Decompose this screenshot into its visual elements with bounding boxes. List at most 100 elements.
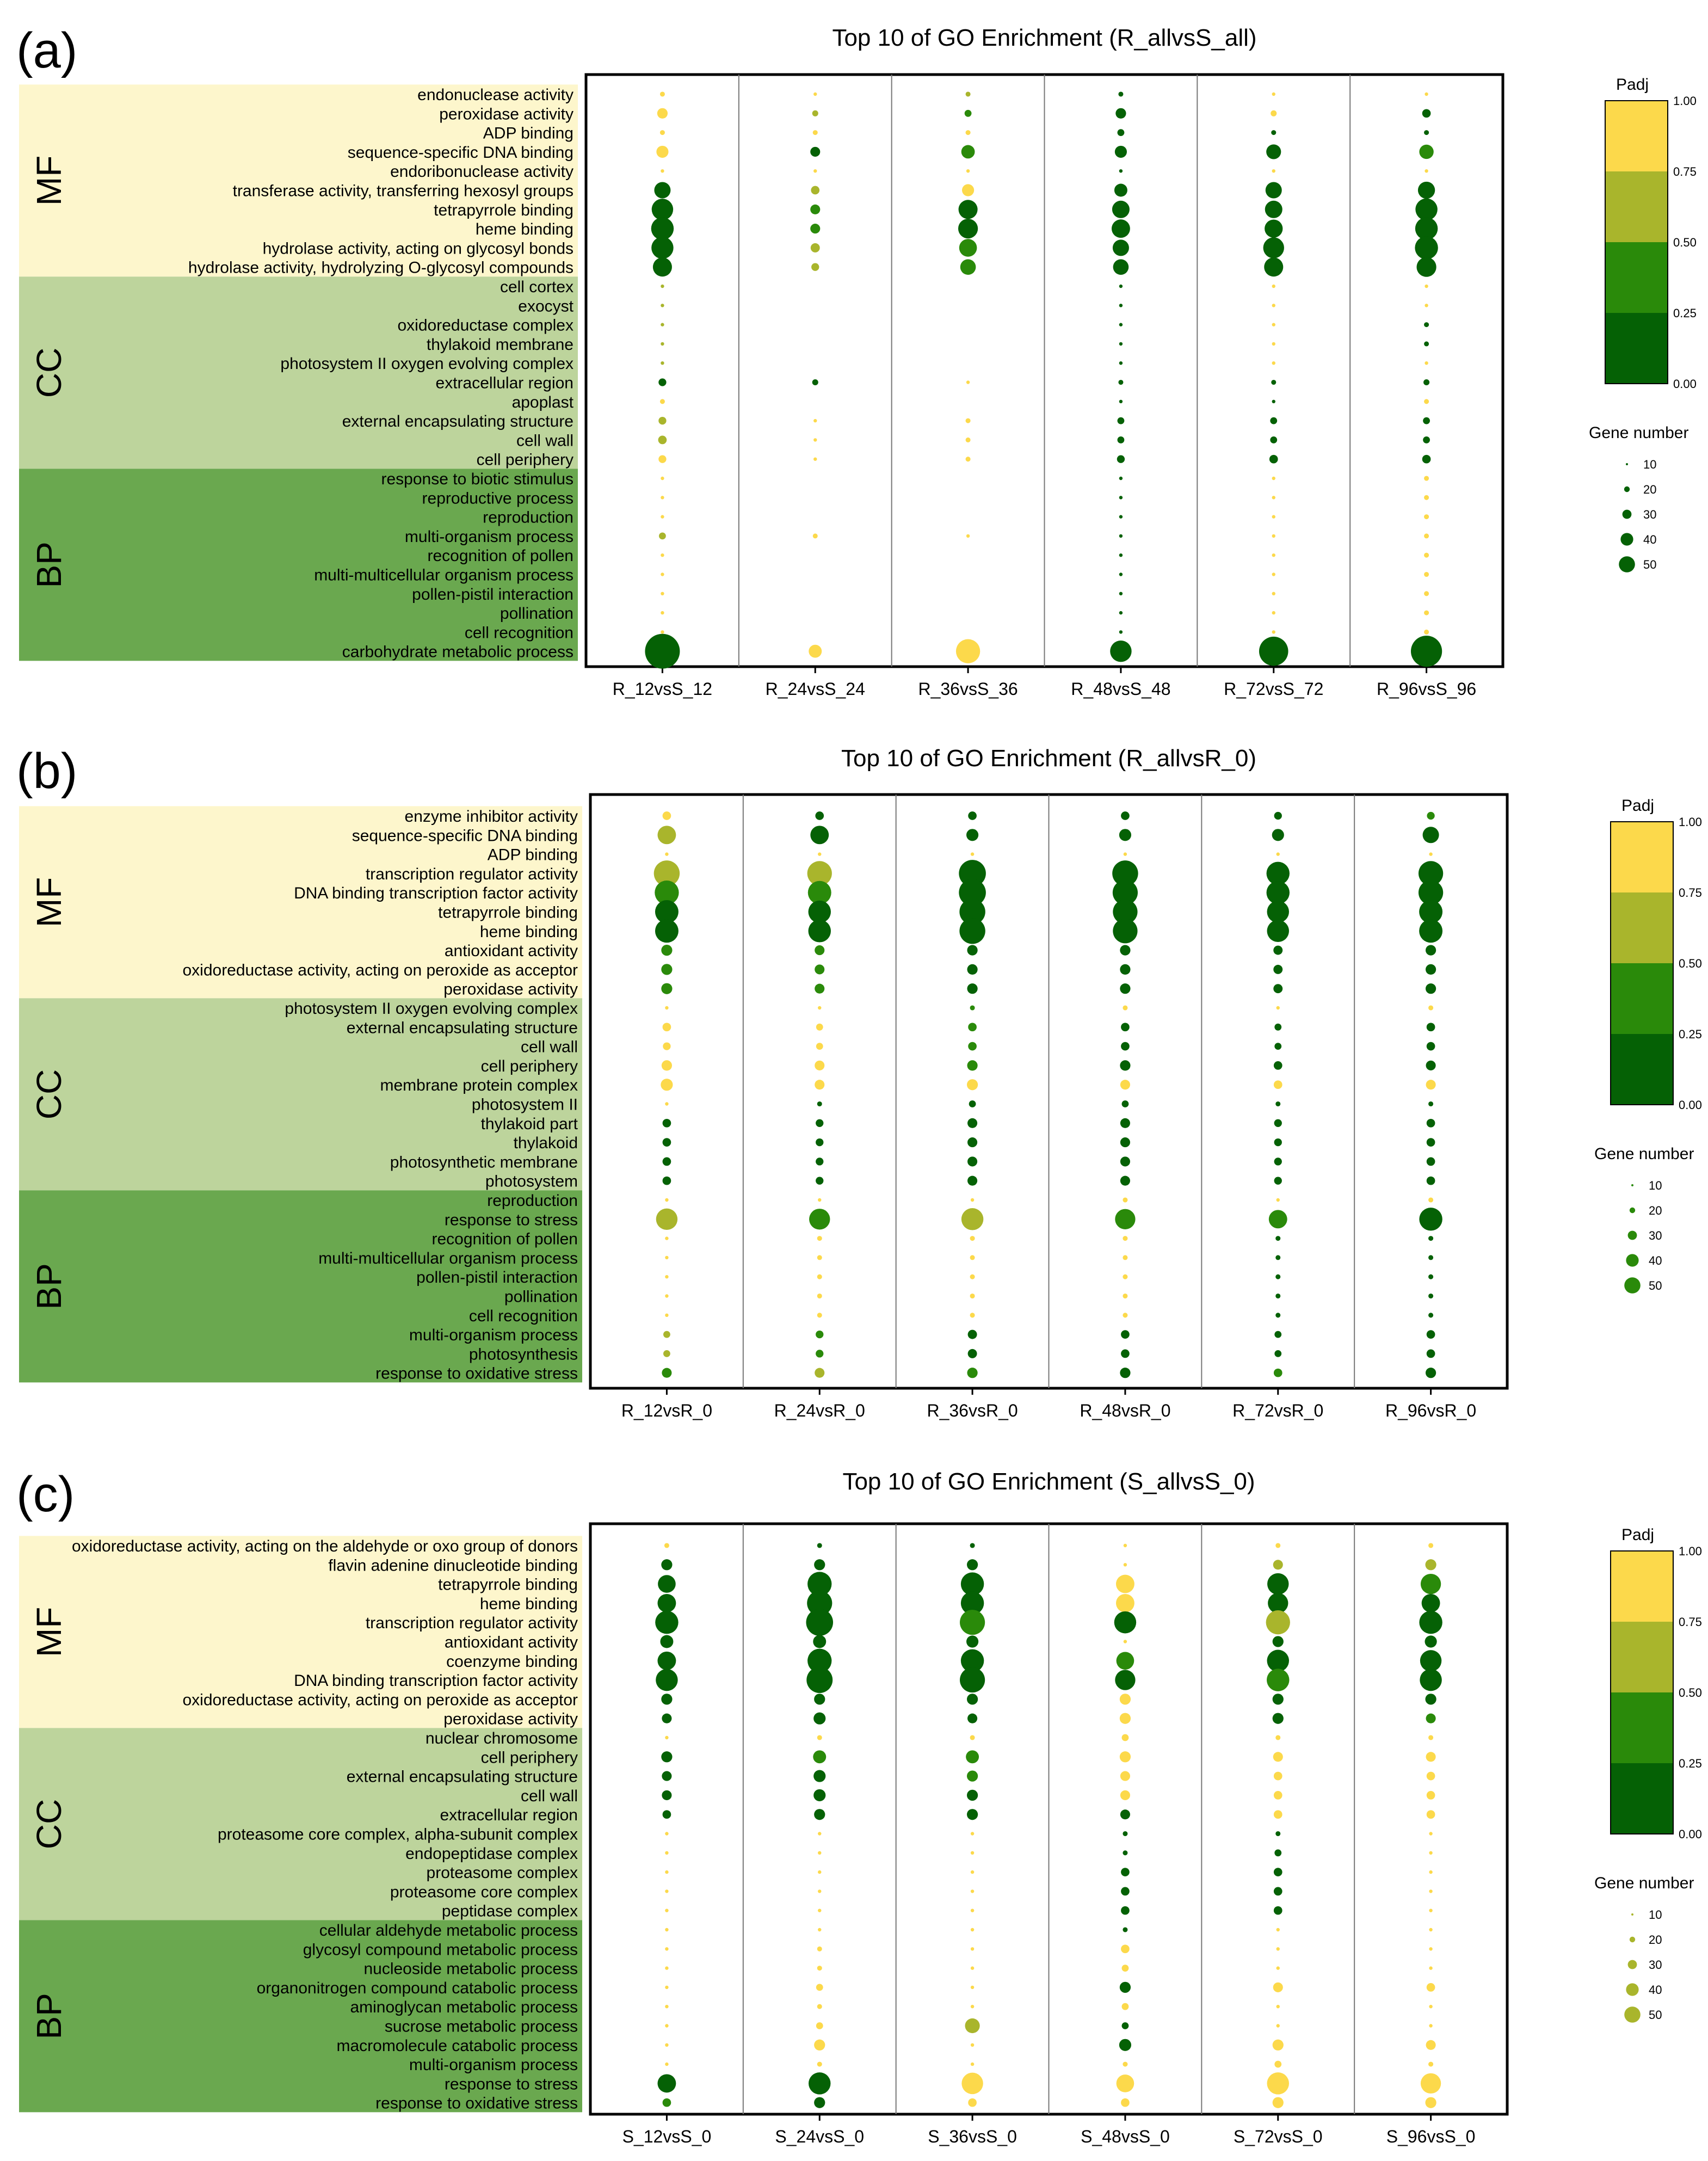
gene-size-label: 50 [1649,1279,1662,1292]
enrichment-dot [1429,2024,1433,2028]
enrichment-dot [1267,901,1289,923]
x-tick-label: R_12vsR_0 [621,1401,712,1420]
enrichment-dot [1119,284,1123,288]
gene-size-dot [1626,1254,1639,1267]
enrichment-dot [1266,881,1290,904]
enrichment-dot [815,1080,825,1090]
gene-size-dot [1626,1983,1639,1996]
enrichment-dot [1424,610,1429,615]
enrichment-dot [1114,145,1127,158]
enrichment-dot [1113,259,1129,275]
enrichment-dot [658,455,667,463]
enrichment-dot [1422,827,1439,844]
enrichment-dot [818,1928,822,1932]
enrichment-dot [665,1966,669,1970]
enrichment-dot [1123,1236,1128,1241]
term-label: glycosyl compound metabolic process [303,1941,578,1959]
enrichment-dot [1117,129,1125,137]
term-label: peroxidase activity [443,1710,578,1728]
term-label: cellular aldehyde metabolic process [319,1922,578,1940]
padj-color-segment [1611,892,1673,963]
term-label: cell recognition [469,1307,578,1325]
enrichment-dot [1272,2097,1284,2108]
enrichment-dot [661,169,664,173]
enrichment-dot [651,199,674,220]
enrichment-dot [813,457,817,461]
enrichment-dot [816,1043,823,1050]
enrichment-dot [817,1313,822,1318]
enrichment-dot [1121,1868,1130,1876]
term-label: response to oxidative stress [375,2095,578,2113]
enrichment-dot [1420,2073,1441,2094]
enrichment-dot [812,110,818,116]
enrichment-dot [965,418,971,423]
enrichment-dot [1267,1573,1289,1595]
term-label: tetrapyrrole binding [438,1576,578,1594]
padj-color-segment [1611,1763,1673,1834]
enrichment-dot [662,1176,671,1185]
term-label: coenzyme binding [446,1653,578,1671]
term-label: oxidoreductase activity, acting on the a… [72,1537,578,1555]
enrichment-dot [1272,611,1275,615]
enrichment-dot [652,257,672,277]
padj-color-segment [1605,171,1668,242]
term-label: thylakoid part [481,1115,578,1133]
term-label: cell periphery [477,451,574,469]
term-label: cell wall [516,432,574,450]
enrichment-dot [813,169,817,173]
enrichment-dot [807,861,832,886]
enrichment-dot [1415,217,1438,240]
enrichment-dot [1426,1157,1435,1166]
term-label: nucleoside metabolic process [363,1960,578,1978]
term-label: external encapsulating structure [342,413,574,430]
enrichment-dot [1423,436,1430,444]
enrichment-dot [1263,237,1284,258]
enrichment-dot [1275,1735,1281,1740]
enrichment-dot [1119,1981,1131,1993]
enrichment-dot [657,826,676,845]
enrichment-dot [968,1042,977,1051]
enrichment-dot [1424,571,1429,577]
enrichment-dot [1113,919,1138,944]
padj-colorbar-frame [1610,821,1674,1105]
enrichment-dot [960,259,976,275]
x-tick-label: S_48vsS_0 [1081,2127,1170,2146]
enrichment-dot [1259,636,1288,666]
enrichment-dot [807,1572,832,1596]
enrichment-dot [964,109,972,117]
enrichment-dot [665,2062,669,2066]
term-label: tetrapyrrole binding [434,201,574,219]
panel-label: (c) [16,1467,75,1522]
enrichment-dot [1123,1927,1128,1932]
term-label: heme binding [480,1595,578,1613]
enrichment-dot [1272,2039,1284,2051]
enrichment-dot [959,239,977,257]
term-label: external encapsulating structure [347,1768,578,1786]
term-label: peptidase complex [442,1903,578,1920]
enrichment-dot [960,1591,984,1615]
enrichment-dot [665,1255,669,1260]
enrichment-dot [1272,592,1275,596]
category-band-cc [19,1728,582,1920]
enrichment-dot [1429,1832,1433,1836]
enrichment-dot [1267,1669,1290,1691]
enrichment-dot [959,898,985,925]
enrichment-dot [968,2098,977,2107]
enrichment-dot [966,1559,978,1571]
enrichment-dot [661,1079,673,1091]
enrichment-dot [814,1809,825,1820]
padj-tick-label: 0.50 [1679,1686,1702,1700]
enrichment-dot [1428,2061,1434,2067]
enrichment-dot [1112,239,1129,256]
gene-size-label: 40 [1643,533,1656,546]
enrichment-dot [816,1984,823,1991]
enrichment-dot [1123,1255,1128,1260]
enrichment-dot [1276,1006,1280,1010]
x-tick-label: R_72vsS_72 [1224,679,1323,699]
enrichment-dot [960,1649,984,1673]
gene-size-label: 40 [1649,1983,1662,1997]
enrichment-dot [1267,1649,1289,1672]
enrichment-dot [656,145,669,158]
enrichment-dot [813,438,817,442]
enrichment-dot [813,1770,826,1782]
